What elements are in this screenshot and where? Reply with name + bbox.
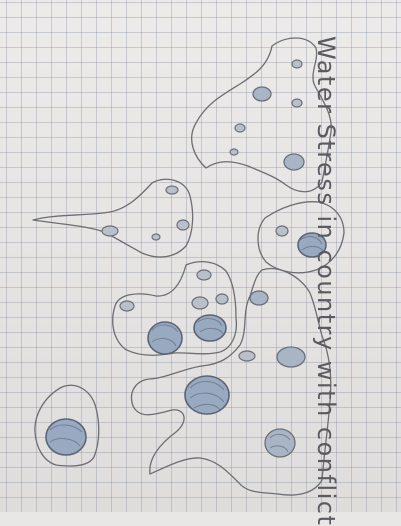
- spot-medium: [264, 428, 296, 458]
- spot-large: [184, 375, 230, 415]
- spot-hatching: [49, 236, 325, 453]
- region-east-lobe: [257, 201, 345, 274]
- region-north-arm: [191, 37, 332, 193]
- conflict-spots: [45, 59, 327, 458]
- spot-large: [297, 232, 327, 258]
- spot-small: [165, 185, 179, 195]
- spot-medium: [249, 290, 269, 306]
- spot-small: [291, 98, 303, 108]
- region-south-landmass: [130, 268, 332, 496]
- spot-small: [151, 233, 161, 241]
- spot-small: [229, 148, 239, 156]
- spot-small: [101, 225, 119, 237]
- spot-large: [147, 321, 183, 355]
- spot-small: [119, 300, 135, 312]
- spot-medium: [252, 86, 272, 102]
- hand-drawn-map: [32, 37, 345, 496]
- spot-small: [176, 219, 190, 231]
- region-west-peninsula: [32, 178, 194, 258]
- spot-small: [275, 225, 289, 237]
- spot-small: [238, 350, 256, 362]
- spot-small: [196, 269, 212, 281]
- spot-large: [45, 418, 87, 456]
- spot-small: [291, 59, 303, 69]
- spot-small: [234, 123, 246, 133]
- spot-small: [191, 296, 209, 310]
- region-southwest-island: [34, 384, 100, 467]
- map-title: Water Stress in country with conflict: [312, 36, 340, 526]
- spot-small: [215, 293, 229, 305]
- region-central-cluster: [112, 260, 238, 356]
- spot-medium: [276, 346, 306, 368]
- spot-medium: [283, 153, 305, 171]
